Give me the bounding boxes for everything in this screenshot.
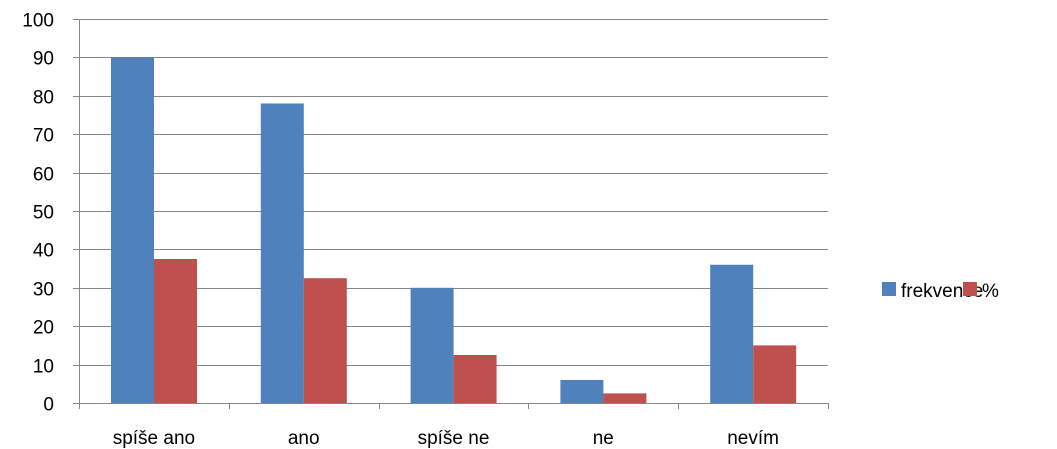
bar-percent (603, 393, 647, 403)
y-tick-label: 0 (43, 395, 54, 416)
y-tick-label: 40 (33, 241, 54, 262)
bar-percent (154, 259, 197, 403)
y-tick-label: 100 (22, 11, 54, 32)
y-axis-tick-labels: 0 10 20 30 40 50 60 70 80 90 100 (22, 11, 54, 416)
x-tick-label: ne (593, 428, 614, 449)
y-tick-label: 80 (33, 88, 54, 109)
y-tick-label: 90 (33, 49, 54, 70)
y-tick-label: 50 (33, 203, 54, 224)
y-tick-label: 10 (33, 357, 54, 378)
x-tick-label: spíše ano (113, 428, 195, 449)
legend-label-percent: % (982, 281, 999, 302)
x-axis-tick-labels: spíše ano ano spíše ne ne nevím (113, 428, 779, 449)
bars (111, 57, 797, 404)
legend-label-frekvence: frekvence (901, 281, 983, 302)
axes (79, 19, 829, 409)
bar-percent (453, 355, 497, 403)
y-tick-label: 30 (33, 280, 54, 301)
bar-percent (303, 278, 347, 403)
bar-frekvence (410, 287, 454, 403)
x-tick-label: spíše ne (418, 428, 490, 449)
y-tick-label: 60 (33, 165, 54, 186)
bar-frekvence (560, 379, 604, 403)
legend-swatch-percent (963, 282, 977, 296)
bar-percent (753, 345, 797, 403)
y-tick-label: 70 (33, 126, 54, 147)
bar-frekvence (111, 57, 154, 404)
bar-frekvence (710, 264, 754, 403)
bar-frekvence (260, 103, 304, 403)
x-tick-label: ano (288, 428, 320, 449)
legend: frekvence % (882, 281, 999, 302)
x-tick-label: nevím (727, 428, 779, 449)
y-tick-label: 20 (33, 318, 54, 339)
legend-swatch-frekvence (882, 282, 896, 296)
